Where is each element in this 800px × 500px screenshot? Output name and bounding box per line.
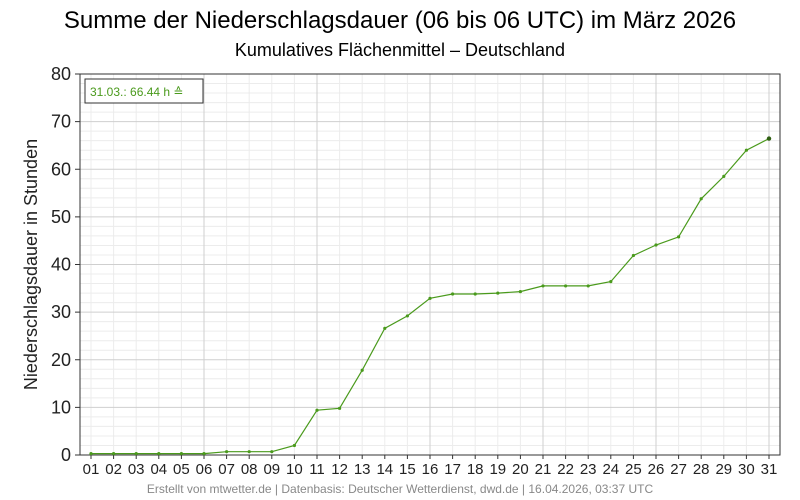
x-tick-label: 15	[399, 461, 416, 478]
data-point	[428, 296, 432, 300]
x-tick-label: 25	[625, 461, 642, 478]
x-tick-label: 13	[354, 461, 371, 478]
x-tick-label: 07	[218, 461, 235, 478]
x-tick-label: 06	[196, 461, 213, 478]
y-tick-label: 30	[51, 302, 71, 322]
x-tick-label: 30	[738, 461, 755, 478]
y-tick-label: 40	[51, 255, 71, 275]
x-tick-label: 21	[535, 461, 552, 478]
x-tick-label: 09	[263, 461, 280, 478]
x-tick-label: 14	[376, 461, 393, 478]
x-tick-label: 04	[150, 461, 167, 478]
x-tick-label: 20	[512, 461, 529, 478]
data-point	[179, 451, 183, 456]
major-gridlines	[80, 73, 780, 456]
y-tick-label: 10	[51, 397, 71, 417]
x-tick-label: 29	[715, 461, 732, 478]
data-point	[744, 148, 749, 152]
data-point	[315, 408, 319, 412]
x-tick-label: 18	[467, 461, 484, 478]
data-point	[157, 451, 161, 456]
x-tick-label: 28	[693, 461, 710, 478]
y-tick-label: 50	[51, 207, 71, 227]
footer-credit: Erstellt von mtwetter.de | Datenbasis: D…	[147, 482, 654, 496]
data-point	[609, 280, 613, 284]
data-point	[247, 450, 251, 454]
x-tick-label: 26	[648, 461, 665, 478]
x-tick-label: 03	[128, 461, 145, 478]
data-point	[722, 174, 726, 178]
data-point	[360, 368, 364, 372]
data-point	[586, 284, 590, 288]
data-point	[654, 243, 658, 247]
x-tick-label: 22	[557, 461, 574, 478]
x-tick-label: 19	[489, 461, 506, 478]
x-tick-label: 10	[286, 461, 303, 478]
data-point	[451, 292, 455, 296]
x-tick-label: 31	[761, 461, 778, 478]
x-tick-label: 08	[241, 461, 258, 478]
y-axis-label: Niederschlagsdauer in Stunden	[21, 139, 41, 390]
data-point	[699, 197, 703, 201]
y-tick-label: 60	[51, 159, 71, 179]
data-point	[677, 235, 681, 239]
x-tick-label: 12	[331, 461, 348, 478]
y-tick-label: 80	[51, 64, 71, 84]
annotation-text: 31.03.: 66.44 h ≙	[90, 85, 183, 99]
data-point	[766, 136, 772, 141]
x-tick-label: 17	[444, 461, 461, 478]
data-point	[496, 291, 500, 295]
data-point	[202, 451, 206, 456]
chart-subtitle: Kumulatives Flächenmittel – Deutschland	[235, 40, 565, 60]
data-point	[134, 451, 138, 456]
x-tick-label: 23	[580, 461, 597, 478]
data-point	[518, 290, 523, 294]
data-point	[338, 406, 342, 410]
data-point	[541, 284, 545, 288]
data-point	[631, 253, 636, 258]
data-point	[225, 450, 229, 454]
y-tick-label: 0	[61, 445, 71, 465]
data-point	[89, 451, 93, 456]
x-tick-label: 24	[602, 461, 619, 478]
series-layer	[89, 136, 772, 456]
data-point	[383, 326, 387, 330]
x-tick-label: 27	[670, 461, 687, 478]
x-tick-label: 11	[309, 461, 325, 478]
data-point	[473, 292, 477, 296]
x-axis-ticks: 01 02 03 04 05 06 07 08 09 10 11 12 13 14 15 16 17 18 19 20…	[83, 455, 778, 478]
chart-title: Summe der Niederschlagsdauer (06 bis 06 …	[64, 7, 736, 34]
y-tick-label: 20	[51, 350, 71, 370]
y-tick-label: 70	[51, 112, 71, 132]
x-tick-label: 02	[105, 461, 122, 478]
data-point	[270, 450, 274, 454]
annotation-box: 31.03.: 66.44 h ≙	[84, 78, 204, 104]
x-tick-label: 01	[83, 461, 100, 478]
annotation-frame	[84, 78, 204, 104]
y-axis-ticks: 0 10 20 30 40 50 60 70 80	[51, 64, 80, 465]
data-point	[112, 451, 116, 456]
data-point	[564, 284, 568, 288]
x-tick-label: 05	[173, 461, 190, 478]
data-point	[405, 314, 409, 318]
data-point	[292, 443, 296, 448]
x-tick-label: 16	[422, 461, 439, 478]
